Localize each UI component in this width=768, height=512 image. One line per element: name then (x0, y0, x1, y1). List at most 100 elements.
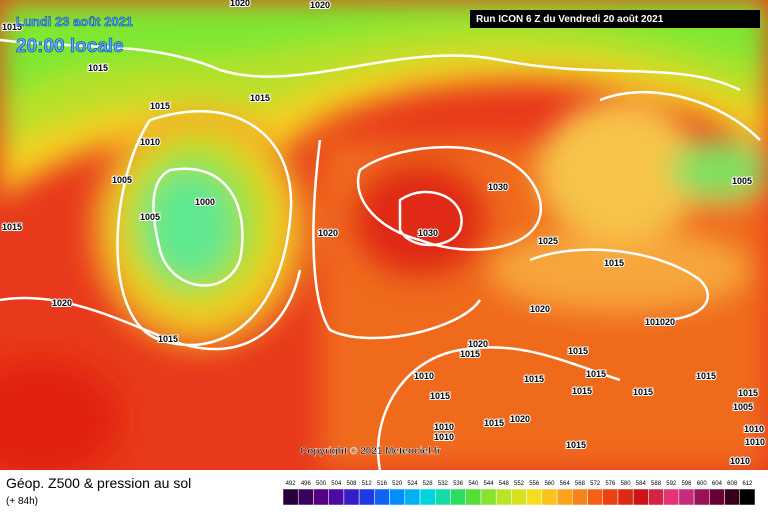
isobar-label: 1015 (696, 371, 716, 381)
isobar-label: 1005 (732, 176, 752, 186)
isobar-label: 1015 (158, 334, 178, 344)
isobar-label: 1020 (468, 339, 488, 349)
isobar-label: 1015 (568, 346, 588, 356)
colorbar-label: 572 (590, 481, 601, 487)
isobar-label: 1005 (112, 175, 132, 185)
colorbar-cell (602, 488, 619, 506)
isobar-label: 1005 (140, 212, 160, 222)
colorbar-cell (450, 488, 466, 506)
isobars (0, 38, 761, 471)
isobar-label: 1010 (414, 371, 434, 381)
colorbar-label: 544 (484, 481, 495, 487)
date: Lundi 23 août 2021 (16, 14, 133, 29)
colorbar-label: 540 (468, 481, 479, 487)
colorbar-label: 548 (499, 481, 510, 487)
colorbar-cell (328, 488, 345, 506)
isobar-label: 1030 (488, 182, 508, 192)
colorbar-cell (693, 488, 710, 506)
colorbar-cell (709, 488, 725, 506)
colorbar-cell (541, 488, 558, 506)
time: 20:00 locale (16, 36, 124, 57)
isobar-label: 1015 (604, 258, 624, 268)
isobar-label: 1010 (745, 437, 765, 447)
colorbar-cell (404, 488, 421, 506)
colorbar-label: 560 (544, 481, 555, 487)
isobar-label: 1020 (310, 0, 330, 10)
colorbar-label: 604 (712, 481, 723, 487)
colorbar-label: 584 (636, 481, 647, 487)
isobar-label: 1030 (418, 228, 438, 238)
colorbar-label: 576 (605, 481, 616, 487)
isobar-label: 1015 (430, 391, 450, 401)
colorbar-cell (313, 488, 329, 506)
isobar-label: 1015 (484, 418, 504, 428)
isobar-label: 1010 (140, 137, 160, 147)
run-text: Run ICON 6 Z du Vendredi 20 août 2021 (476, 14, 664, 25)
colorbar-label: 536 (453, 481, 464, 487)
isobar-label: 1015 (586, 369, 606, 379)
colorbar-label: 608 (727, 481, 738, 487)
isobar-label: 1010 (730, 456, 750, 466)
isobar-label: 1020 (318, 228, 338, 238)
colorbar-cell (495, 488, 512, 506)
isobar-label: 1015 (524, 374, 544, 384)
colorbar-label: 612 (742, 481, 753, 487)
colorbar-cell (739, 488, 756, 506)
colorbar-cell (480, 488, 497, 506)
colorbar-cell (572, 488, 588, 506)
colorbar-label: 592 (666, 481, 677, 487)
colorbar-label: 516 (377, 481, 388, 487)
colorbar-cell (282, 488, 299, 506)
footer-lead: (+ 84h) (6, 496, 38, 507)
colorbar-label: 496 (301, 481, 312, 487)
colorbar-label: 568 (575, 481, 586, 487)
colorbar-label: 556 (529, 481, 540, 487)
colorbar-cell (358, 488, 375, 506)
isobar-label: 1015 (572, 386, 592, 396)
isobar-label: 1010 (434, 422, 454, 432)
colorbar-cell (587, 488, 603, 506)
colorbar: 492 496 500 504 508 512 516 520 524 528 532 536 540 5… (282, 481, 756, 506)
isobar-label: 1015 (88, 63, 108, 73)
copyright: Copyright © 2021 Meteociel.fr (300, 446, 441, 457)
isobar-labels: 1020102010151015101510151010100510001005… (1, 0, 766, 467)
colorbar-cell (297, 488, 314, 506)
isobar-label: 1020 (510, 414, 530, 424)
colorbar-label: 500 (316, 481, 327, 487)
isobar-label: 1020 (52, 298, 72, 308)
isobar-label: 1010 (434, 432, 454, 442)
isobar-label: 1005 (733, 402, 753, 412)
run-box (470, 10, 760, 28)
colorbar-label: 552 (514, 481, 525, 487)
colorbar-cell (419, 488, 436, 506)
isobar-label: 1020 (530, 304, 550, 314)
isobar-label: 1015 (460, 349, 480, 359)
colorbar-label: 588 (651, 481, 662, 487)
colorbar-cell (617, 488, 634, 506)
colorbar-label: 600 (697, 481, 708, 487)
isobar-label: 1020 (230, 0, 250, 8)
colorbar-cell (389, 488, 406, 506)
colorbar-label: 532 (438, 481, 449, 487)
isobar-label: 101020 (645, 317, 675, 327)
colorbar-label: 524 (407, 481, 418, 487)
colorbar-cell (526, 488, 543, 506)
colorbar-cell (648, 488, 664, 506)
colorbar-cell (465, 488, 482, 506)
isobar-label: 1015 (2, 22, 22, 32)
isobar-label: 1010 (744, 424, 764, 434)
colorbar-cell (435, 488, 451, 506)
colorbar-label: 504 (331, 481, 342, 487)
isobar-label: 1015 (738, 388, 758, 398)
colorbar-cell (724, 488, 741, 506)
isobar-label: 1015 (633, 387, 653, 397)
colorbar-cell (556, 488, 573, 506)
colorbar-cell (374, 488, 390, 506)
isobar-label: 1015 (2, 222, 22, 232)
colorbar-label: 580 (621, 481, 632, 487)
isobar-label: 1025 (538, 236, 558, 246)
isobar-label: 1000 (195, 197, 215, 207)
colorbar-cell (511, 488, 527, 506)
colorbar-cell (678, 488, 695, 506)
